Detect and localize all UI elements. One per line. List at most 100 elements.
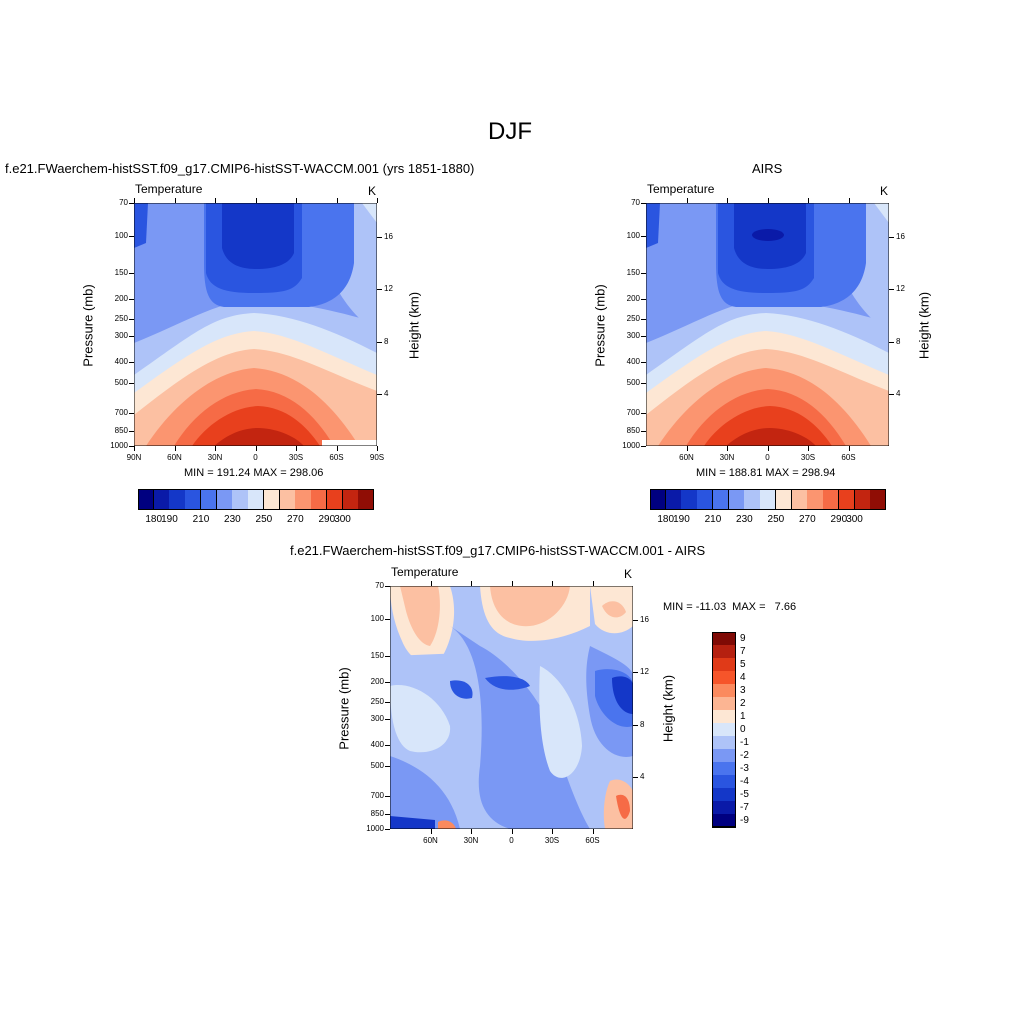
contour-region — [874, 203, 889, 223]
panel3-variable-label: Temperature — [391, 565, 459, 579]
colorbar-label: 290 — [318, 514, 336, 525]
panel3-ylabel: Pressure (mb) — [336, 667, 352, 750]
contour-region — [646, 203, 660, 248]
panel1-ylabel-right: Height (km) — [406, 291, 422, 360]
y-tick-label: 400 — [626, 357, 640, 367]
colorbar-label: 3 — [740, 684, 746, 696]
x-tick-mark — [848, 446, 850, 451]
y-tick-label: 500 — [626, 377, 640, 387]
colorbar-label: 290 — [830, 514, 848, 525]
y-tick-label: 1000 — [366, 824, 384, 833]
y-tick-mark — [641, 272, 646, 274]
y-tick-label: 1000 — [622, 441, 640, 450]
contour-region — [390, 816, 435, 829]
x-tick-label: 30S — [544, 836, 560, 845]
y-tick-label: 850 — [370, 809, 384, 819]
y-tick-mark — [129, 235, 134, 237]
y-tick-mark — [385, 765, 390, 767]
panel3-units-label: K — [624, 567, 633, 581]
colorbar-swatch — [185, 489, 202, 510]
x-tick-label: 90S — [369, 453, 385, 462]
colorbar-swatch — [169, 489, 186, 510]
y-right-tick-label: 12 — [896, 284, 905, 294]
x-tick-mark-top — [552, 581, 553, 586]
y-tick-mark — [129, 203, 134, 204]
y-tick-mark — [641, 235, 646, 237]
x-tick-mark — [471, 829, 472, 834]
y-right-tick-label: 8 — [896, 336, 901, 346]
panel2-ylabel: Pressure (mb) — [592, 284, 608, 367]
y-right-tick-label: 12 — [640, 667, 649, 677]
x-tick-label: 0 — [765, 453, 770, 462]
y-tick-label: 700 — [626, 408, 640, 418]
colorbar-label: 180 — [657, 514, 675, 525]
y-right-tick-label: 16 — [384, 232, 393, 242]
y-right-tick-mark — [377, 341, 382, 343]
panel1-units-label: K — [368, 184, 377, 198]
x-tick-label: 60S — [329, 453, 344, 462]
colorbar-swatch — [728, 489, 745, 510]
colorbar-swatch — [823, 489, 840, 510]
y-tick-label: 150 — [370, 650, 384, 660]
x-tick-label: 30N — [463, 836, 479, 845]
panel1-title: f.e21.FWaerchem-histSST.f09_g17.CMIP6-hi… — [5, 161, 475, 176]
x-tick-mark-top — [727, 198, 728, 203]
panel2-variable-label: Temperature — [647, 182, 715, 196]
x-tick-mark-top — [848, 198, 850, 203]
figure-title: DJF — [488, 118, 532, 145]
y-right-tick-label: 8 — [384, 336, 389, 346]
x-tick-mark — [727, 446, 728, 451]
y-tick-label: 100 — [626, 230, 640, 240]
panel1-stats: MIN = 191.24 MAX = 298.06 — [184, 467, 324, 479]
colorbar-swatch — [712, 814, 736, 828]
y-right-tick-mark — [889, 289, 894, 291]
y-tick-mark — [385, 814, 390, 816]
contour-region — [362, 203, 377, 223]
y-tick-label: 100 — [370, 613, 384, 623]
y-right-tick-mark — [889, 237, 894, 239]
y-tick-label: 150 — [114, 267, 128, 277]
y-tick-label: 100 — [114, 230, 128, 240]
y-tick-label: 400 — [370, 740, 384, 750]
contour-region — [390, 685, 451, 753]
colorbar-label: 0 — [740, 723, 746, 735]
colorbar-label: 190 — [673, 514, 690, 525]
contour-region — [450, 680, 473, 699]
y-right-tick-mark — [889, 341, 894, 343]
x-tick-mark-top — [174, 198, 176, 203]
x-tick-mark — [767, 446, 769, 451]
colorbar-label: 210 — [704, 514, 722, 525]
x-tick-mark-top — [255, 198, 257, 203]
colorbar-swatch — [838, 489, 856, 510]
panel2-plot — [646, 203, 889, 446]
y-tick-mark — [385, 655, 390, 657]
y-tick-mark — [641, 298, 646, 300]
colorbar-label: 250 — [767, 514, 785, 525]
panel1-variable-label: Temperature — [135, 182, 203, 196]
contour-region — [616, 794, 630, 819]
y-tick-mark — [129, 382, 134, 384]
contour-region — [539, 666, 582, 778]
y-tick-mark — [129, 362, 134, 364]
colorbar-label: 300 — [846, 514, 863, 525]
y-tick-label: 500 — [114, 377, 128, 387]
colorbar-frame — [138, 489, 374, 510]
y-tick-label: 200 — [114, 293, 128, 303]
y-right-tick-label: 4 — [640, 771, 645, 781]
colorbar-swatch — [744, 489, 761, 510]
colorbar-label: 190 — [161, 514, 178, 525]
x-tick-mark — [686, 446, 688, 451]
colorbar-swatch — [342, 489, 359, 510]
colorbar-swatch — [263, 489, 281, 510]
y-tick-mark — [641, 362, 646, 364]
y-tick-mark — [129, 446, 134, 447]
colorbar-swatch — [712, 489, 730, 510]
y-tick-mark — [641, 431, 646, 433]
panel2-units-label: K — [880, 184, 889, 198]
y-tick-mark — [129, 413, 134, 415]
x-tick-label: 60N — [423, 836, 438, 845]
colorbar-swatch — [791, 489, 808, 510]
colorbar-label: -7 — [740, 801, 749, 813]
colorbar-swatch — [326, 489, 344, 510]
